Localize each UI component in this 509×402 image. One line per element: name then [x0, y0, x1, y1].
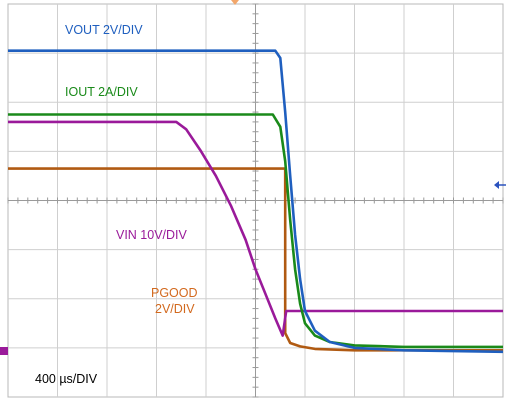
vin-label: VIN 10V/DIV — [116, 228, 188, 242]
iout-trace — [8, 113, 503, 349]
trigger-level-arrow-icon — [494, 181, 499, 189]
timebase-value: 400 — [35, 372, 59, 386]
pgood-trace — [8, 167, 503, 352]
trigger-marker-icon — [231, 0, 239, 5]
timebase-unit: s/DIV — [67, 372, 98, 386]
timebase-mu: µ — [59, 372, 66, 386]
pgood-label-line1: PGOOD — [151, 286, 198, 300]
channel-ground-marker-icon — [0, 347, 8, 355]
traces — [8, 49, 504, 354]
vin-trace — [8, 120, 503, 337]
grid — [7, 3, 504, 398]
vout-label: VOUT 2V/DIV — [65, 23, 143, 37]
pgood-label-line2: 2V/DIV — [155, 302, 195, 316]
timebase-label: 400 µs/DIV — [35, 372, 98, 386]
iout-label: IOUT 2A/DIV — [65, 85, 138, 99]
vout-trace — [8, 49, 504, 354]
markers — [0, 0, 506, 355]
